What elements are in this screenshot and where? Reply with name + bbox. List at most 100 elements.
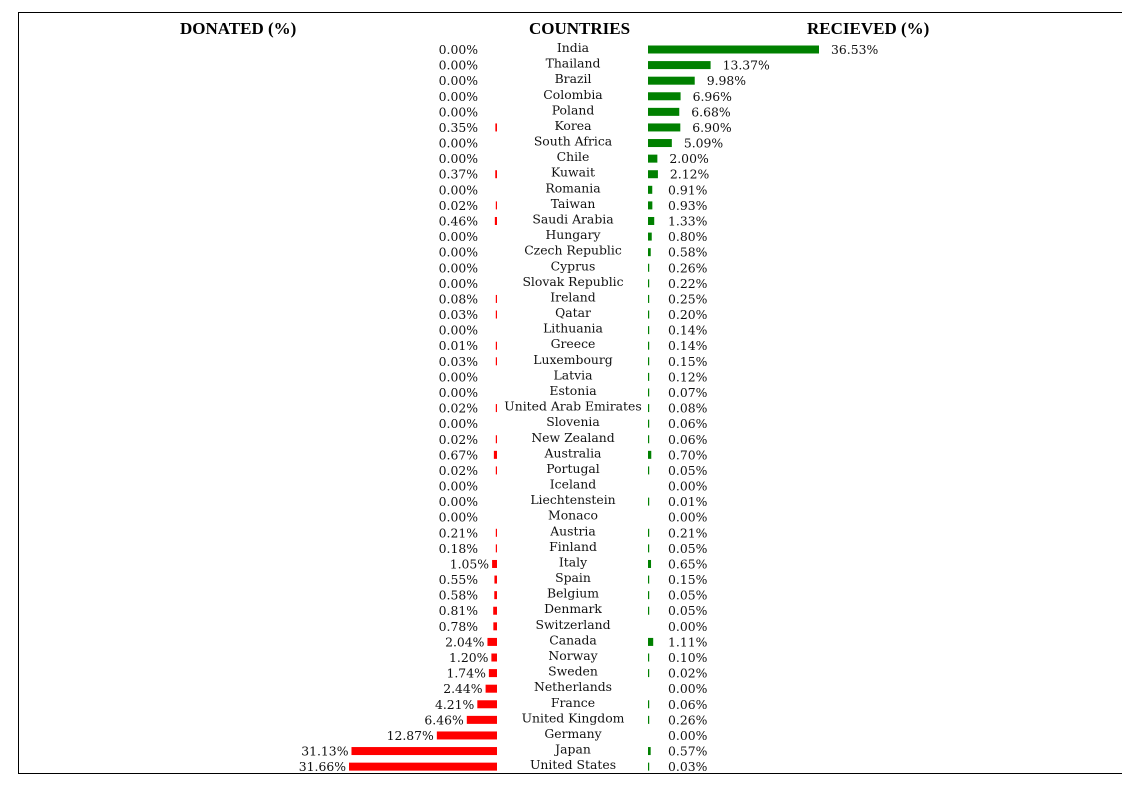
received-bar [648,92,681,101]
received-bar [648,123,681,132]
received-value-label: 0.57% [668,744,708,759]
country-label: Japan [553,742,591,757]
donated-bar [495,357,497,366]
received-value-label: 0.12% [668,369,708,384]
country-label: Qatar [555,305,591,320]
country-label: Portugal [546,461,599,476]
donated-bar [495,201,497,210]
donated-bar [495,404,497,413]
received-value-label: 0.20% [668,307,708,322]
received-value-label: 0.00% [668,479,708,494]
received-bar [648,170,658,179]
country-label: United Kingdom [522,710,625,725]
received-bar [648,700,650,709]
received-value-label: 0.00% [668,681,708,696]
donated-bar [493,622,497,631]
received-value-label: 0.70% [668,447,708,462]
received-value-label: 0.01% [668,494,708,509]
donated-value-label: 6.46% [424,712,464,727]
donated-bar [494,575,497,584]
received-bar [648,559,652,568]
received-value-label: 0.05% [668,463,708,478]
received-bar [648,669,650,678]
country-label: Germany [544,726,601,741]
country-label: Lithuania [543,321,603,336]
received-value-label: 0.15% [668,572,708,587]
received-value-label: 2.12% [670,167,710,182]
donated-value-label: 0.46% [439,213,479,228]
received-value-label: 6.90% [692,120,732,135]
received-value-label: 0.26% [668,260,708,275]
donated-value-label: 0.00% [439,245,479,260]
countries-header: COUNTRIES [529,19,631,38]
country-label: Sweden [548,664,598,679]
received-value-label: 0.26% [668,712,708,727]
country-label: Kuwait [551,165,595,180]
donated-value-label: 31.13% [301,744,348,759]
received-bar [648,466,650,475]
donated-value-label: 1.20% [449,650,489,665]
donated-value-label: 0.00% [439,494,479,509]
received-value-label: 0.06% [668,416,708,431]
donated-bar [492,559,497,568]
donated-bar [495,310,497,319]
received-value-label: 0.14% [668,338,708,353]
donated-value-label: 0.00% [439,385,479,400]
country-label: Brazil [555,71,592,86]
donated-value-label: 0.02% [439,401,479,416]
donated-bar [495,123,497,132]
received-value-label: 0.58% [668,245,708,260]
received-value-label: 0.03% [668,759,708,774]
received-value-label: 0.80% [668,229,708,244]
country-label: Chile [557,149,590,164]
country-label: New Zealand [531,430,614,445]
country-label: United States [530,757,616,772]
country-label: Liechtenstein [530,492,615,507]
received-value-label: 6.96% [693,89,733,104]
received-value-label: 0.07% [668,385,708,400]
donated-value-label: 0.00% [439,229,479,244]
received-value-label: 0.05% [668,588,708,603]
donated-value-label: 0.00% [439,42,479,57]
country-label: France [551,695,595,710]
donated-value-label: 0.00% [439,151,479,166]
donated-value-label: 0.03% [439,307,479,322]
country-label: Cyprus [551,258,596,273]
donated-value-label: 2.44% [443,681,483,696]
country-label: South Africa [534,134,613,149]
received-value-label: 0.21% [668,525,708,540]
donated-value-label: 0.00% [439,182,479,197]
received-bar [648,76,695,85]
country-label: Latvia [554,367,594,382]
donated-bar [493,450,497,459]
donated-value-label: 0.81% [439,603,479,618]
received-bar [648,606,650,615]
received-bar [648,326,650,335]
donated-value-label: 0.00% [439,89,479,104]
received-value-label: 0.25% [668,291,708,306]
donated-bar [487,637,497,646]
country-label: Slovak Republic [522,274,623,289]
donated-value-label: 0.21% [439,525,479,540]
donated-value-label: 2.04% [445,634,485,649]
country-label: Belgium [547,586,599,601]
received-value-label: 0.93% [668,198,708,213]
donated-bar [495,528,497,537]
received-value-label: 36.53% [831,42,878,57]
country-label: Estonia [549,383,597,398]
country-label: United Arab Emirates [504,399,641,414]
donated-value-label: 12.87% [387,728,434,743]
donated-bar [349,762,497,771]
donated-bar [436,731,497,740]
country-label: Austria [549,523,596,538]
received-value-label: 0.08% [668,401,708,416]
received-value-label: 9.98% [707,73,747,88]
received-bar [648,185,653,194]
received-bar [648,388,650,397]
received-bar [648,294,650,303]
donated-value-label: 31.66% [299,759,346,774]
received-value-label: 0.06% [668,432,708,447]
donated-value-label: 0.03% [439,354,479,369]
received-bar [648,591,650,600]
